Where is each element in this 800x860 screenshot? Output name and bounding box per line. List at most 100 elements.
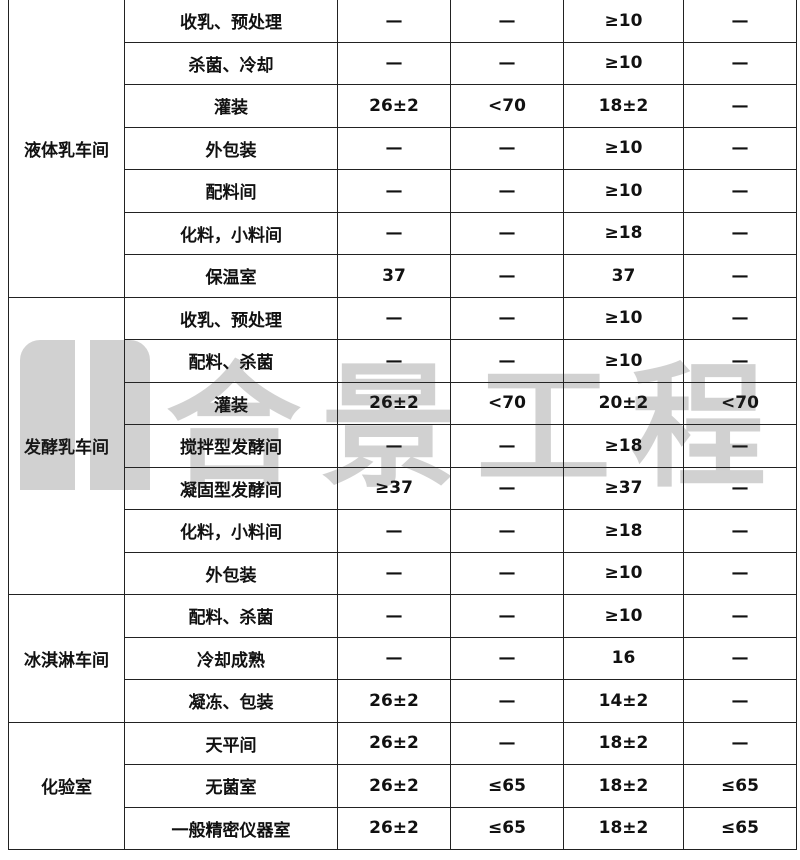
value-cell: — — [450, 254, 564, 298]
value-cell: — — [450, 296, 564, 340]
value-cell: — — [337, 296, 451, 340]
table-row: 化验室 天平间 26±2—18±2— — [8, 721, 797, 850]
value-cell: 18±2 — [563, 764, 684, 808]
value-cell: — — [337, 211, 451, 255]
value-cell: — — [450, 211, 564, 255]
room-name-cell: 灌装 — [124, 84, 338, 128]
value-cell: 37 — [337, 254, 451, 298]
table-row: 冷却成熟 — —16— — [9, 636, 797, 680]
group-name-cell: 冰淇淋车间 — [8, 594, 125, 723]
value-cell: — — [450, 0, 564, 43]
value-cell: — — [683, 551, 797, 595]
table-row: 杀菌、冷却 — — ≥10— — [9, 41, 797, 85]
value-cell: — — [337, 339, 451, 383]
value-cell: ≥10 — [563, 126, 684, 170]
value-cell: — — [683, 636, 797, 680]
room-name-cell: 保温室 — [124, 254, 338, 298]
value-cell: — — [450, 466, 564, 510]
table-row: 灌装 26±2 <70 18±2— — [9, 84, 797, 128]
value-cell: 37 — [563, 254, 684, 298]
table-row: 配料、杀菌 — — ≥10— — [9, 339, 797, 383]
room-name-cell: 收乳、预处理 — [124, 296, 338, 340]
value-cell: — — [683, 41, 797, 85]
table-row: 配料间 — — ≥10— — [9, 169, 797, 213]
value-cell: — — [337, 41, 451, 85]
value-cell: — — [450, 594, 564, 638]
group-name-cell: 化验室 — [8, 721, 125, 850]
value-cell: — — [450, 679, 564, 723]
group-name-cell: 发酵乳车间 — [8, 296, 125, 595]
value-cell: ≥37 — [337, 466, 451, 510]
group-name-cell: 液体乳车间 — [8, 0, 125, 298]
value-cell: — — [450, 424, 564, 468]
table-row: 一般精密仪器室 26±2 ≤65 18±2 ≤65 — [9, 806, 797, 850]
value-cell: — — [683, 721, 797, 765]
value-cell: — — [683, 509, 797, 553]
value-cell: 26±2 — [337, 679, 451, 723]
value-cell: — — [683, 339, 797, 383]
room-name-cell: 无菌室 — [124, 764, 338, 808]
value-cell: ≤65 — [450, 764, 564, 808]
value-cell: ≥10 — [563, 339, 684, 383]
room-name-cell: 天平间 — [124, 721, 338, 765]
value-cell: — — [683, 296, 797, 340]
value-cell: 26±2 — [337, 806, 451, 850]
value-cell: — — [683, 254, 797, 298]
value-cell: — — [337, 509, 451, 553]
value-cell: — — [683, 594, 797, 638]
value-cell: <70 — [450, 84, 564, 128]
value-cell: — — [450, 169, 564, 213]
value-cell: ≥10 — [563, 41, 684, 85]
table-row: 灌装 26±2 <70 20±2 <70 — [9, 381, 797, 425]
value-cell: 18±2 — [563, 84, 684, 128]
value-cell: — — [450, 41, 564, 85]
value-cell: — — [450, 636, 564, 680]
value-cell: — — [450, 721, 564, 765]
value-cell: ≥18 — [563, 424, 684, 468]
table-row: 无菌室 26±2 ≤65 18±2 ≤65 — [9, 764, 797, 808]
value-cell: 26±2 — [337, 764, 451, 808]
value-cell: ≥18 — [563, 509, 684, 553]
room-name-cell: 外包装 — [124, 551, 338, 595]
room-name-cell: 凝固型发酵间 — [124, 466, 338, 510]
value-cell: — — [683, 679, 797, 723]
value-cell: — — [683, 466, 797, 510]
table-row: 搅拌型发酵间 — — ≥18— — [9, 424, 797, 468]
value-cell: 18±2 — [563, 806, 684, 850]
table-row: 外包装 — — ≥10— — [9, 126, 797, 170]
table-row: 化料，小料间 — — ≥18— — [9, 509, 797, 553]
table-row: 发酵乳车间 收乳、预处理 — — ≥10— — [8, 296, 797, 595]
value-cell: 26±2 — [337, 721, 451, 765]
room-name-cell: 一般精密仪器室 — [124, 806, 338, 850]
room-name-cell: 杀菌、冷却 — [124, 41, 338, 85]
value-cell: <70 — [450, 381, 564, 425]
value-cell: — — [450, 509, 564, 553]
value-cell: — — [337, 126, 451, 170]
value-cell: — — [337, 594, 451, 638]
value-cell: ≤65 — [683, 806, 797, 850]
value-cell: 20±2 — [563, 381, 684, 425]
value-cell: 26±2 — [337, 84, 451, 128]
room-name-cell: 化料，小料间 — [124, 509, 338, 553]
value-cell: — — [337, 551, 451, 595]
value-cell: ≥37 — [563, 466, 684, 510]
value-cell: 14±2 — [563, 679, 684, 723]
value-cell: — — [683, 424, 797, 468]
value-cell: — — [337, 424, 451, 468]
room-name-cell: 配料、杀菌 — [124, 594, 338, 638]
value-cell: ≥10 — [563, 551, 684, 595]
room-name-cell: 配料、杀菌 — [124, 339, 338, 383]
value-cell: <70 — [683, 381, 797, 425]
value-cell: ≤65 — [450, 806, 564, 850]
value-cell: — — [683, 169, 797, 213]
value-cell: ≥10 — [563, 296, 684, 340]
value-cell: — — [450, 126, 564, 170]
value-cell: 26±2 — [337, 381, 451, 425]
room-name-cell: 凝冻、包装 — [124, 679, 338, 723]
table-row: 凝固型发酵间 ≥37— ≥37— — [9, 466, 797, 510]
table-row: 保温室 37—37— — [9, 254, 797, 298]
room-name-cell: 灌装 — [124, 381, 338, 425]
table-row: 化料，小料间 — — ≥18— — [9, 211, 797, 255]
value-cell: ≤65 — [683, 764, 797, 808]
value-cell: ≥10 — [563, 169, 684, 213]
